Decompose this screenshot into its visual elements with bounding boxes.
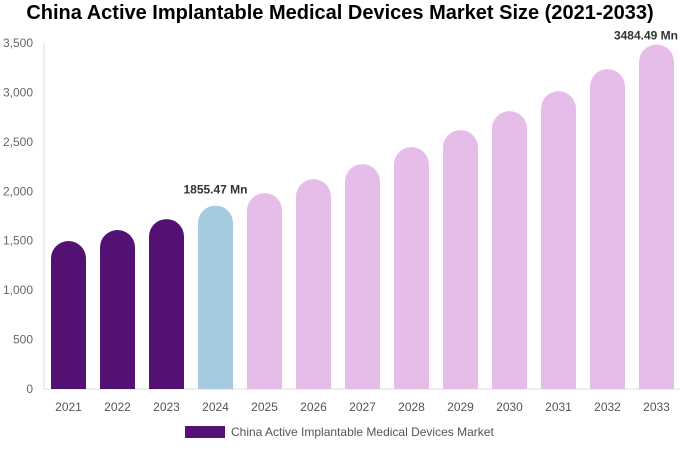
x-tick-label: 2032 xyxy=(594,400,621,414)
y-tick-label: 2,000 xyxy=(3,184,33,198)
bar-2030 xyxy=(492,111,527,390)
x-tick-label: 2021 xyxy=(55,400,82,414)
x-tick-label: 2033 xyxy=(643,400,670,414)
bar-2021 xyxy=(51,241,86,389)
bar-2031 xyxy=(541,91,576,389)
bar-2025 xyxy=(247,193,282,389)
legend: China Active Implantable Medical Devices… xyxy=(185,425,494,439)
bar-2027 xyxy=(345,164,380,389)
data-label-2033: 3484.49 Mn xyxy=(614,29,678,43)
bar-2023 xyxy=(149,219,184,389)
legend-label: China Active Implantable Medical Devices… xyxy=(231,425,494,439)
data-label-2024: 1855.47 Mn xyxy=(183,183,247,197)
x-tick-label: 2030 xyxy=(496,400,523,414)
x-tick-label: 2024 xyxy=(202,400,229,414)
x-tick-label: 2022 xyxy=(104,400,131,414)
bar-2026 xyxy=(296,179,331,389)
x-tick-label: 2026 xyxy=(300,400,327,414)
y-tick-label: 1,000 xyxy=(3,283,33,297)
chart-title: China Active Implantable Medical Devices… xyxy=(26,2,654,24)
bar-2029 xyxy=(443,130,478,390)
y-tick-label: 3,000 xyxy=(3,85,33,99)
x-tick-label: 2025 xyxy=(251,400,278,414)
x-tick-label: 2029 xyxy=(447,400,474,414)
bar-2032 xyxy=(590,69,625,389)
x-tick-label: 2027 xyxy=(349,400,376,414)
y-tick-label: 2,500 xyxy=(3,135,33,149)
bar-2028 xyxy=(394,147,429,389)
legend-swatch xyxy=(185,426,225,438)
y-tick-label: 500 xyxy=(13,333,33,347)
y-tick-label: 0 xyxy=(26,382,33,396)
x-tick-label: 2028 xyxy=(398,400,425,414)
bar-2022 xyxy=(100,230,135,389)
x-tick-label: 2023 xyxy=(153,400,180,414)
bar-2024 xyxy=(198,205,233,389)
y-tick-label: 3,500 xyxy=(3,36,33,50)
x-tick-label: 2031 xyxy=(545,400,572,414)
bar-2033 xyxy=(639,44,674,390)
y-tick-label: 1,500 xyxy=(3,234,33,248)
